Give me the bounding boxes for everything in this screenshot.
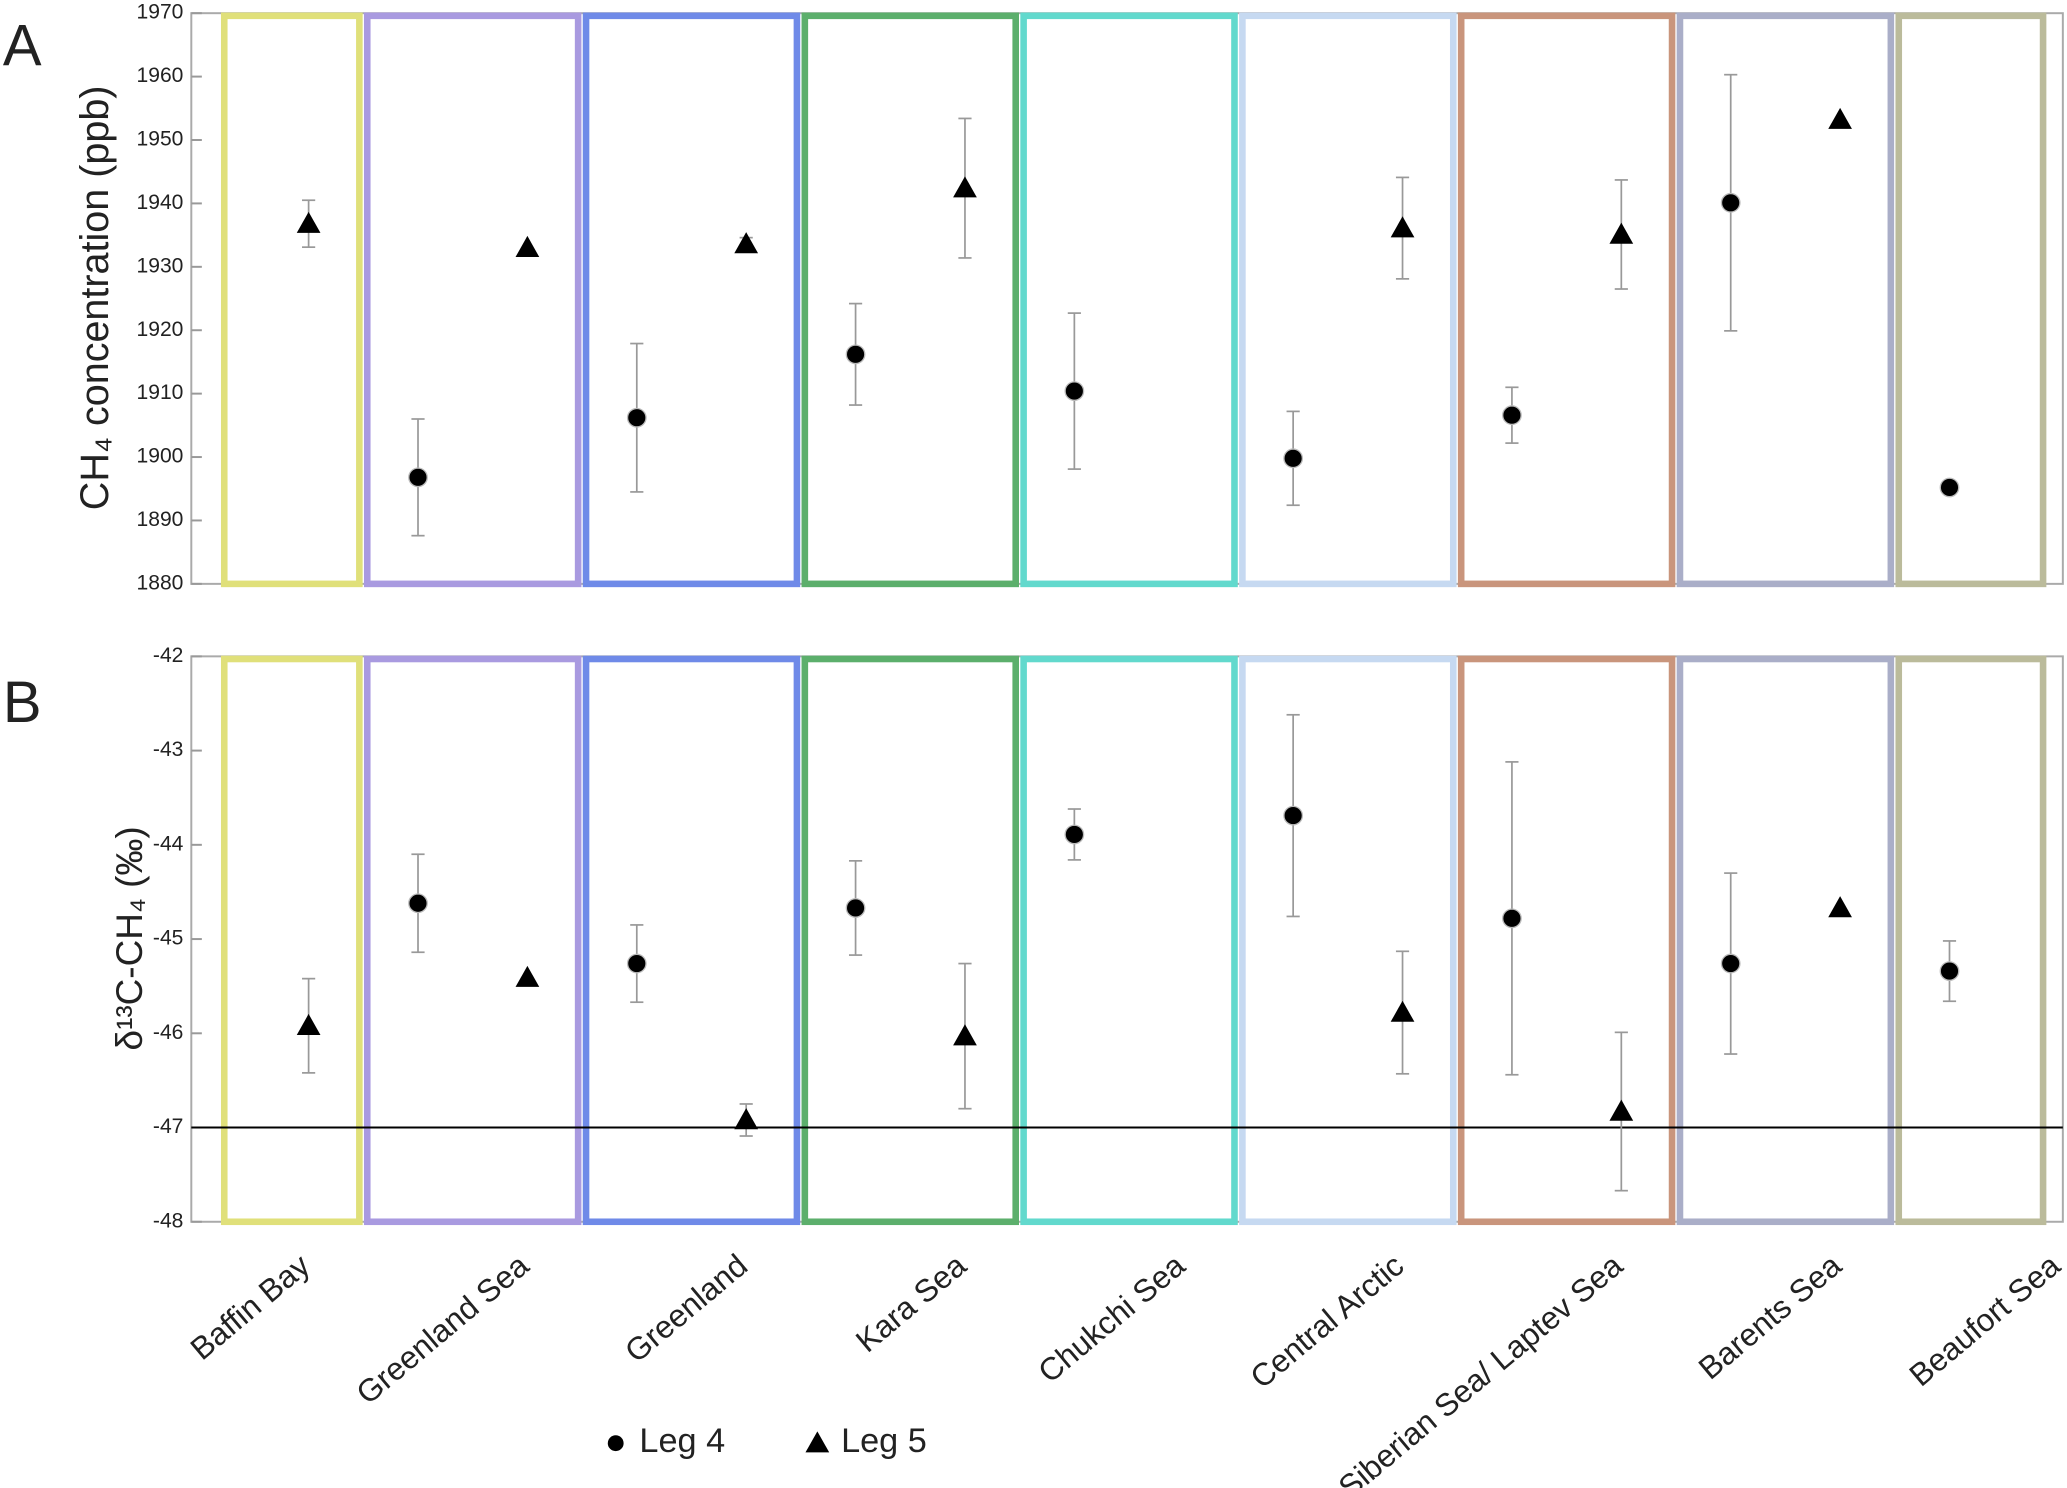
region-box	[363, 12, 582, 588]
legend-label: Leg 5	[841, 1422, 927, 1460]
y-tick-label: 1920	[137, 318, 184, 341]
y-tick-label: -42	[153, 644, 183, 667]
data-point	[408, 467, 428, 488]
y-tick-label: 1880	[137, 571, 184, 594]
region-box	[1895, 655, 2047, 1226]
region-box	[1676, 12, 1895, 588]
region-box	[1457, 655, 1676, 1226]
data-point	[626, 953, 647, 974]
region-box	[582, 12, 801, 588]
y-tick-label: 1910	[137, 381, 184, 404]
data-point	[1502, 405, 1522, 426]
data-point	[953, 176, 977, 198]
data-point	[1720, 953, 1741, 974]
data-point	[1828, 896, 1852, 918]
data-point	[1283, 805, 1304, 826]
y-tick-label: 1930	[137, 254, 184, 277]
data-point	[1828, 107, 1852, 129]
data-point	[734, 1108, 759, 1130]
legend-label: Leg 4	[639, 1422, 725, 1460]
data-point	[296, 211, 321, 233]
data-point	[1283, 448, 1304, 469]
x-tick-label: Baffin Bay	[183, 1247, 316, 1367]
region-box	[363, 655, 582, 1226]
data-point	[515, 965, 540, 987]
region-box	[1020, 655, 1238, 1226]
region-box	[1676, 655, 1895, 1226]
data-point	[1390, 1000, 1415, 1022]
y-tick-label: -45	[153, 927, 183, 950]
y-tick-label: -43	[153, 738, 183, 761]
region-box	[220, 12, 363, 588]
data-point	[1064, 381, 1085, 401]
y-tick-label: -46	[153, 1021, 183, 1044]
legend-marker	[805, 1431, 830, 1453]
x-tick-label: Chukchi Sea	[1031, 1247, 1192, 1390]
y-tick-label: 1890	[137, 508, 184, 531]
x-tick-label: Greenland Sea	[349, 1247, 535, 1412]
data-point	[734, 232, 759, 254]
data-point	[845, 898, 866, 918]
x-tick-label: Greenland	[618, 1247, 754, 1370]
legend-marker	[607, 1435, 624, 1452]
data-point	[1390, 216, 1415, 238]
y-axis-label: δ¹³C-CH₄ (‰)	[109, 826, 150, 1050]
region-box	[1239, 12, 1457, 588]
plot-frame	[190, 12, 2064, 585]
region-box	[1239, 655, 1457, 1226]
data-point	[1720, 192, 1741, 213]
y-tick-label: 1940	[137, 191, 184, 214]
plot-frame	[190, 655, 2064, 1223]
region-box	[582, 655, 801, 1226]
region-box	[1020, 12, 1238, 588]
y-axis-label: CH₄ concentration (ppb)	[73, 86, 117, 511]
data-point	[515, 235, 540, 258]
y-tick-label: 1960	[137, 64, 184, 87]
x-tick-label: Kara Sea	[849, 1247, 973, 1360]
region-box	[1895, 12, 2047, 588]
x-tick-label: Beaufort Sea	[1902, 1247, 2067, 1394]
y-tick-label: -48	[153, 1209, 183, 1232]
region-box	[1457, 12, 1676, 588]
region-box	[801, 655, 1020, 1226]
y-tick-label: 1950	[137, 128, 184, 151]
y-tick-label: 1900	[137, 445, 184, 468]
data-point	[296, 1013, 321, 1035]
data-point	[845, 344, 866, 365]
data-point	[953, 1024, 977, 1046]
data-point	[1609, 222, 1634, 244]
x-tick-label: East Siberian Sea/ Laptev Sea	[1276, 1247, 1629, 1488]
y-tick-label: -44	[153, 832, 184, 855]
data-point	[1939, 961, 1960, 981]
y-tick-label: -47	[153, 1115, 183, 1138]
region-box	[801, 12, 1020, 588]
panel-label: B	[3, 671, 42, 735]
data-point	[626, 407, 647, 428]
data-point	[1939, 477, 1960, 498]
data-point	[1502, 908, 1522, 929]
x-tick-label: Barents Sea	[1692, 1247, 1849, 1387]
data-point	[1064, 824, 1085, 845]
data-point	[1609, 1099, 1634, 1121]
x-tick-label: Central Arctic	[1243, 1247, 1410, 1395]
panel-label: A	[3, 14, 42, 78]
y-tick-label: 1970	[137, 1, 184, 24]
region-box	[220, 655, 363, 1226]
data-point	[408, 893, 428, 914]
